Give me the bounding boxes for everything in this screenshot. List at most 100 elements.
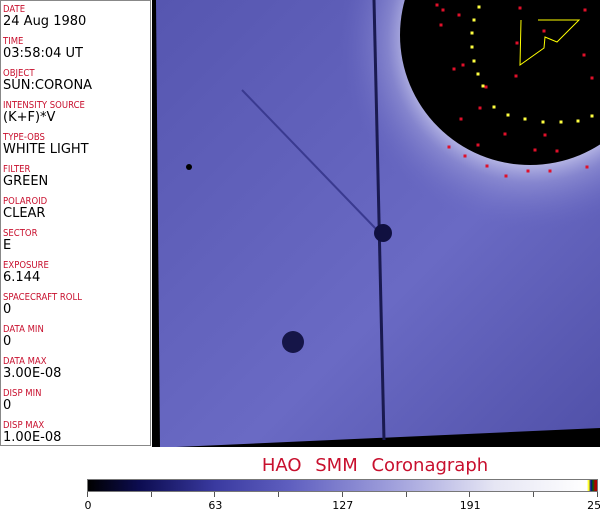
field-label: DISP MAX [3,420,45,431]
grid-marker-dot [492,105,496,109]
grid-marker-dot [541,120,545,124]
grid-marker-dot [484,85,488,89]
field-label: EXPOSURE [3,260,49,271]
grid-marker-dot [548,169,552,173]
field-value: SUN:CORONA [3,78,93,93]
field-data-max: DATA MAX 3.00E-08 [3,356,61,381]
field-label: TIME [3,36,24,47]
grid-marker-dot [590,76,594,80]
grid-marker-dot [457,13,461,17]
field-label: DATE [3,4,26,15]
grid-marker-dot [478,106,482,110]
colorbar-tick [341,492,343,497]
grid-marker-dot [463,154,467,158]
grid-marker-dot [477,5,481,9]
grid-marker-dot [485,164,489,168]
grid-marker-dot [583,8,587,12]
grid-marker-dot [526,169,530,173]
field-polaroid: POLAROID CLEAR [3,196,55,221]
colorbar-tick-label: 0 [84,499,92,512]
dark-spot [282,331,304,353]
grid-marker-dot [504,174,508,178]
colorbar-tick [214,492,216,497]
grid-marker-dot [472,59,476,63]
field-label: INTENSITY SOURCE [3,100,85,111]
field-value: 24 Aug 1980 [3,14,87,29]
field-value: 3.00E-08 [3,366,62,381]
field-value: 1.00E-08 [3,430,62,445]
grid-marker-dot [435,3,439,7]
field-filter: FILTER GREEN [3,164,48,189]
colorbar-tick-label: 191 [459,499,481,512]
field-value: 0 [3,334,12,349]
occulter-disk [400,0,600,165]
grid-marker-dot [543,133,547,137]
colorbar-tick-label: 63 [208,499,223,512]
grid-marker-dot [476,72,480,76]
plot-title: HAO SMM Coronagraph [261,455,489,476]
colorbar-tick [532,492,534,497]
field-label: POLAROID [3,196,48,207]
pylon [372,0,386,441]
field-sector: SECTOR E [3,228,44,253]
field-label: DATA MIN [3,324,44,335]
metadata-panel: DATE 24 Aug 1980 TIME 03:58:04 UT OBJECT SUN:… [0,0,151,446]
grid-marker-dot [515,41,519,45]
field-time: TIME 03:58:04 UT [3,36,83,61]
colorbar [87,479,598,492]
field-type-obs: TYPE-OBS WHITE LIGHT [3,132,89,157]
grid-marker-dot [506,113,510,117]
colorbar-tick [150,492,152,497]
grid-marker-dot [582,53,586,57]
field-label: FILTER [3,164,31,175]
grid-marker-dot [470,45,474,49]
grid-marker-dot [555,149,559,153]
field-label: TYPE-OBS [3,132,45,143]
grid-marker-dot [542,29,546,33]
field-date: DATE 24 Aug 1980 [3,4,86,29]
field-label: DATA MAX [3,356,47,367]
grid-marker-dot [459,117,463,121]
colorbar-tick [87,492,88,497]
dark-spot [374,224,392,242]
field-label: OBJECT [3,68,35,79]
field-value: 0 [3,398,12,413]
grid-marker-dot [461,63,465,67]
field-disp-max: DISP MAX 1.00E-08 [3,420,61,445]
grid-marker-dot [590,114,594,118]
grid-marker-dot [503,132,507,136]
colorbar-tick-label: 127 [332,499,354,512]
colorbar-tick [405,492,407,497]
grid-marker-dot [476,143,480,147]
grid-marker-dot [576,119,580,123]
field-value: GREEN [3,174,49,189]
dark-spot [186,164,192,170]
grid-marker-dot [585,165,589,169]
field-label: SECTOR [3,228,38,239]
field-value: 6.144 [3,270,41,285]
grid-marker-dot [470,31,474,35]
orientation-marker [519,19,581,66]
grid-marker-dot [452,67,456,71]
field-label: SPACECRAFT ROLL [3,292,82,303]
field-value: 0 [3,302,12,317]
colorbar-tick [469,492,471,497]
field-label: DISP MIN [3,388,42,399]
grid-marker-dot [439,23,443,27]
colorbar-tick [596,492,598,497]
field-spacecraft-roll: SPACECRAFT ROLL 0 [3,292,96,317]
field-value: CLEAR [3,206,46,221]
field-object: OBJECT SUN:CORONA [3,68,92,93]
field-value: WHITE LIGHT [3,142,89,157]
field-data-min: DATA MIN 0 [3,324,51,349]
field-value: (K+F)*V [3,110,56,125]
grid-marker-dot [514,74,518,78]
grid-marker-dot [441,8,445,12]
field-disp-min: DISP MIN 0 [3,388,48,413]
grid-marker-dot [518,6,522,10]
grid-marker-dot [481,84,485,88]
streak [241,89,378,231]
colorbar-tick-label: 255 [587,499,600,512]
colorbar-tick [278,492,280,497]
grid-marker-dot [559,120,563,124]
